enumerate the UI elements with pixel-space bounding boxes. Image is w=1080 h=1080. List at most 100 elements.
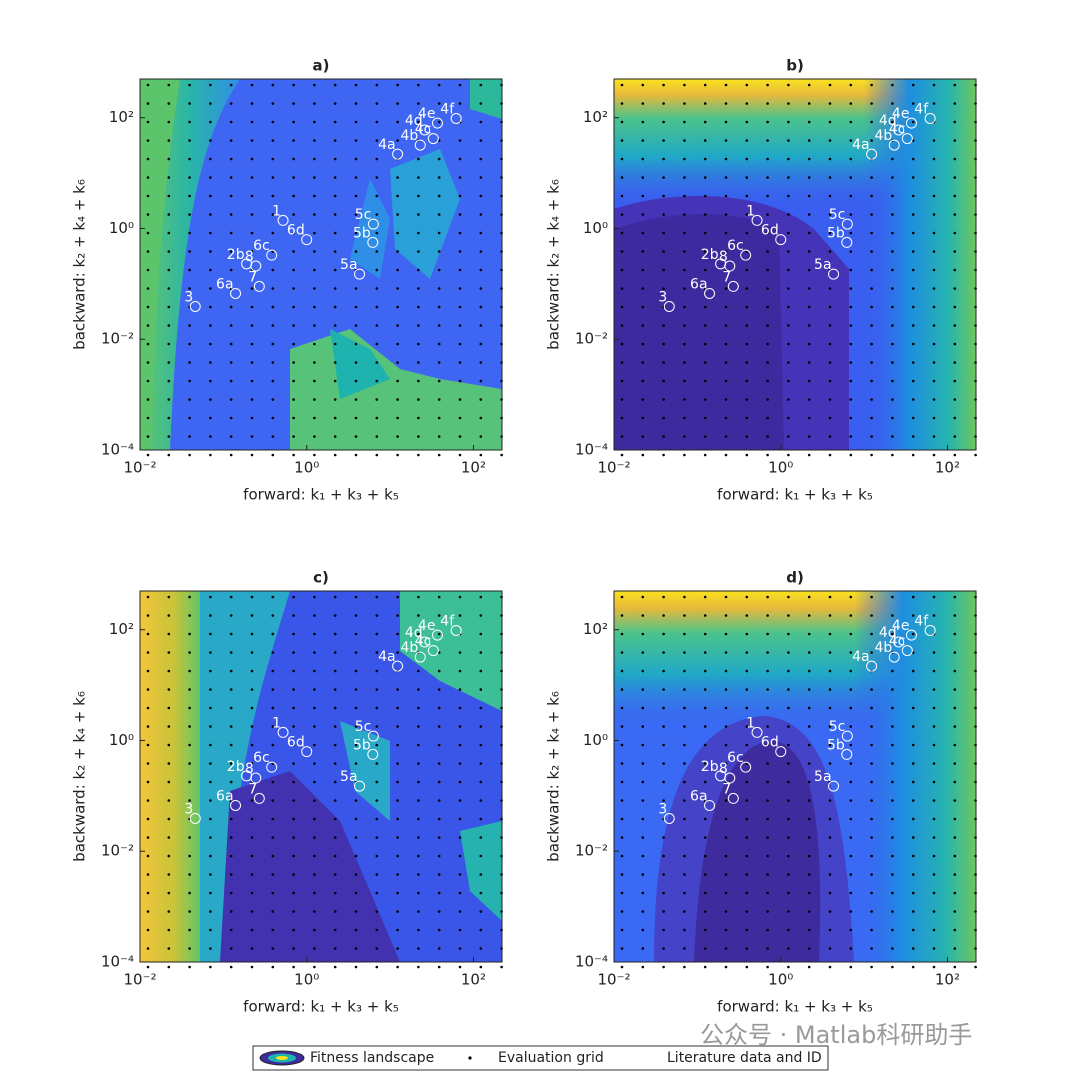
- grid-dot: [807, 873, 811, 876]
- y-tick-label: 10⁻⁴: [101, 441, 134, 459]
- grid-dot: [313, 836, 316, 839]
- grid-dot: [271, 305, 275, 309]
- grid-dot: [620, 231, 624, 235]
- grid-dot: [271, 669, 275, 673]
- grid-dot: [828, 435, 832, 438]
- grid-dot: [724, 416, 728, 420]
- grid-dot: [703, 231, 707, 235]
- grid-dot: [313, 416, 316, 420]
- grid-dot: [417, 688, 420, 691]
- grid-dot: [766, 176, 769, 179]
- grid-dot: [953, 139, 957, 142]
- y-tick-label: 10⁰: [583, 219, 608, 237]
- grid-dot: [662, 595, 665, 599]
- grid-dot: [620, 780, 624, 784]
- grid-dot: [396, 250, 399, 253]
- grid-dot: [932, 669, 936, 673]
- grid-dot: [911, 398, 915, 401]
- grid-dot: [932, 416, 936, 420]
- grid-dot: [807, 688, 811, 691]
- grid-dot: [662, 453, 665, 457]
- grid-dot: [167, 614, 171, 617]
- grid-dot: [724, 706, 728, 710]
- grid-dot: [703, 928, 707, 932]
- grid-dot: [417, 102, 420, 105]
- panel-title: b): [786, 57, 804, 75]
- grid-dot: [146, 651, 150, 654]
- grid-dot: [333, 120, 337, 124]
- grid-dot: [807, 176, 811, 179]
- grid-dot: [662, 947, 665, 950]
- grid-dot: [807, 725, 811, 728]
- grid-dot: [271, 453, 275, 457]
- grid-dot: [662, 965, 665, 969]
- grid-dot: [891, 398, 894, 401]
- grid-dot: [683, 416, 686, 420]
- grid-dot: [724, 928, 728, 932]
- grid-dot: [437, 836, 441, 839]
- grid-dot: [724, 725, 728, 728]
- grid-dot: [146, 83, 150, 87]
- grid-dot: [458, 595, 462, 599]
- grid-dot: [188, 706, 191, 710]
- literature-point: [253, 280, 265, 292]
- grid-dot: [703, 435, 707, 438]
- grid-dot: [167, 817, 171, 821]
- grid-dot: [911, 453, 915, 457]
- grid-dot: [620, 342, 624, 346]
- grid-dot: [953, 891, 957, 895]
- grid-dot: [828, 743, 832, 747]
- grid-dot: [787, 398, 790, 401]
- grid-dot: [146, 176, 150, 179]
- grid-dot: [683, 453, 686, 457]
- grid-dot: [745, 743, 749, 747]
- y-axis-label: backward: k₂ + k₄ + k₆: [545, 691, 563, 862]
- grid-dot: [891, 817, 894, 821]
- grid-dot: [209, 83, 212, 87]
- grid-dot: [271, 947, 275, 950]
- grid-dot: [271, 287, 275, 290]
- grid-dot: [188, 324, 191, 327]
- grid-dot: [375, 453, 379, 457]
- grid-dot: [953, 947, 957, 950]
- grid-dot: [292, 688, 295, 691]
- grid-dot: [849, 361, 853, 364]
- grid-dot: [479, 139, 483, 142]
- grid-dot: [188, 139, 191, 142]
- grid-dot: [458, 213, 462, 216]
- grid-dot: [396, 780, 399, 784]
- grid-dot: [724, 688, 728, 691]
- grid-dot: [787, 453, 790, 457]
- grid-dot: [229, 854, 233, 858]
- grid-dot: [458, 836, 462, 839]
- grid-dot: [479, 725, 483, 728]
- grid-dot: [828, 910, 832, 913]
- grid-dot: [953, 250, 957, 253]
- grid-dot: [683, 614, 686, 617]
- literature-point: [392, 148, 404, 160]
- grid-dot: [146, 632, 150, 636]
- grid-dot: [807, 669, 811, 673]
- grid-dot: [333, 928, 337, 932]
- grid-dot: [313, 213, 316, 216]
- grid-dot: [333, 231, 337, 235]
- grid-dot: [437, 157, 441, 161]
- grid-dot: [641, 836, 645, 839]
- grid-dot: [683, 910, 686, 913]
- grid-dot: [683, 743, 686, 747]
- grid-dot: [870, 435, 873, 438]
- grid-dot: [417, 891, 420, 895]
- grid-dot: [641, 817, 645, 821]
- grid-dot: [375, 799, 379, 802]
- grid-dot: [209, 965, 212, 969]
- point-label: 4f: [440, 613, 455, 629]
- grid-dot: [229, 194, 233, 198]
- grid-dot: [787, 83, 790, 87]
- grid-dot: [745, 379, 749, 383]
- grid-dot: [188, 287, 191, 290]
- grid-dot: [703, 854, 707, 858]
- grid-dot: [333, 268, 337, 272]
- y-tick-label: 10⁻²: [575, 330, 608, 348]
- grid-dot: [146, 780, 150, 784]
